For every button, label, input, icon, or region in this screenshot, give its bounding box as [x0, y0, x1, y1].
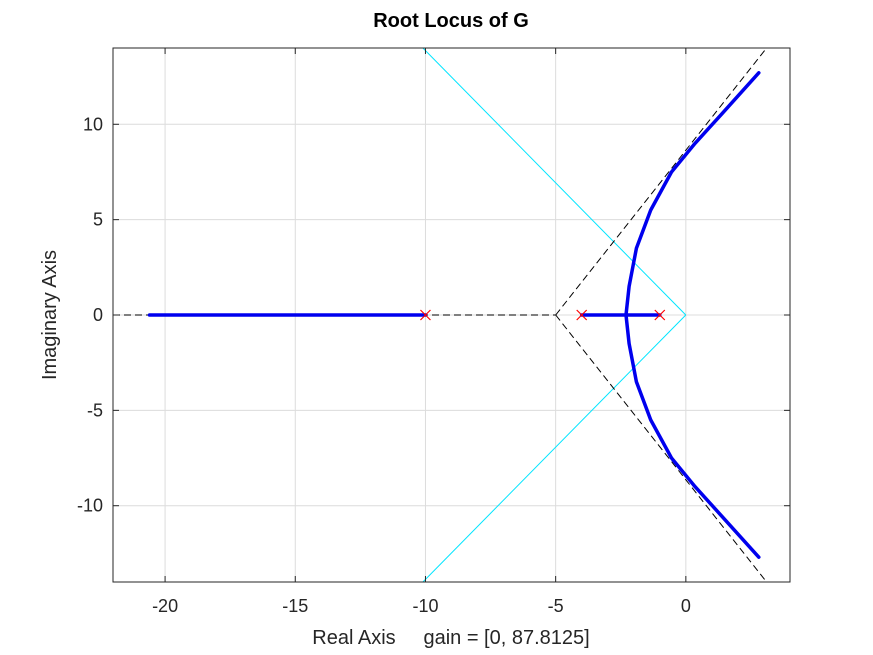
- asymptote-line: [555, 314, 767, 582]
- y-tick-label: 0: [93, 305, 103, 325]
- damping-line: [422, 314, 687, 582]
- chart-title: Root Locus of G: [373, 10, 529, 32]
- plot-content: [113, 48, 767, 582]
- x-tick-label: -15: [282, 596, 308, 616]
- x-axis-label: Real Axis gain = [0, 87.8125]: [312, 627, 589, 649]
- y-tick-label: -10: [77, 496, 103, 516]
- x-tick-label: -10: [412, 596, 438, 616]
- pole-marker: [576, 309, 588, 321]
- y-tick-label: 5: [93, 210, 103, 230]
- plot-area: [113, 48, 767, 582]
- locus-branch: [624, 313, 761, 559]
- axis-ticks: -20 -15 -10 -5 0 -10 -5 0 5 10: [77, 48, 790, 616]
- x-tick-label: 0: [681, 596, 691, 616]
- grid-lines: [113, 48, 790, 582]
- asymptote-line: [555, 48, 767, 316]
- x-tick-label: -5: [548, 596, 564, 616]
- damping-line: [422, 48, 687, 316]
- y-axis-label: Imaginary Axis: [39, 250, 61, 380]
- locus-branch: [624, 71, 761, 317]
- x-tick-label: -20: [152, 596, 178, 616]
- pole-marker: [654, 309, 666, 321]
- y-tick-label: -5: [87, 400, 103, 420]
- y-tick-label: 10: [83, 114, 103, 134]
- pole-marker: [420, 309, 431, 321]
